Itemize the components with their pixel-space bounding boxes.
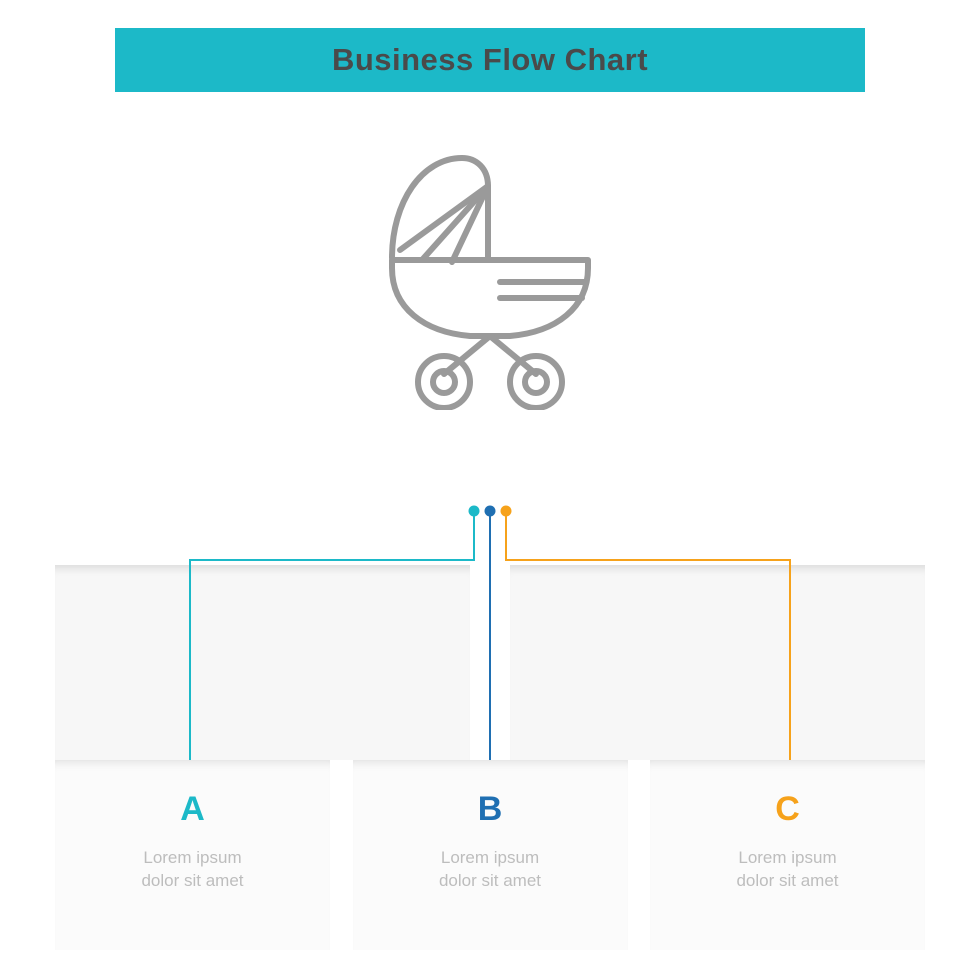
card-row: A Lorem ipsum dolor sit amet B Lorem ips… xyxy=(55,760,925,950)
connector-dot-b xyxy=(485,506,496,517)
connector-dot-a xyxy=(469,506,480,517)
card-c-body: Lorem ipsum dolor sit amet xyxy=(736,847,838,893)
card-a-letter: A xyxy=(180,790,205,829)
card-b-letter: B xyxy=(478,790,503,829)
baby-stroller-icon xyxy=(370,150,610,410)
card-b: B Lorem ipsum dolor sit amet xyxy=(353,760,628,950)
card-c: C Lorem ipsum dolor sit amet xyxy=(650,760,925,950)
card-a-body: Lorem ipsum dolor sit amet xyxy=(141,847,243,893)
flow-connectors xyxy=(0,505,980,765)
connector-dot-c xyxy=(501,506,512,517)
page-title: Business Flow Chart xyxy=(332,42,648,78)
card-b-body: Lorem ipsum dolor sit amet xyxy=(439,847,541,893)
card-a: A Lorem ipsum dolor sit amet xyxy=(55,760,330,950)
title-bar: Business Flow Chart xyxy=(115,28,865,92)
connector-c xyxy=(506,511,790,765)
connector-a xyxy=(190,511,474,765)
card-c-letter: C xyxy=(775,790,800,829)
